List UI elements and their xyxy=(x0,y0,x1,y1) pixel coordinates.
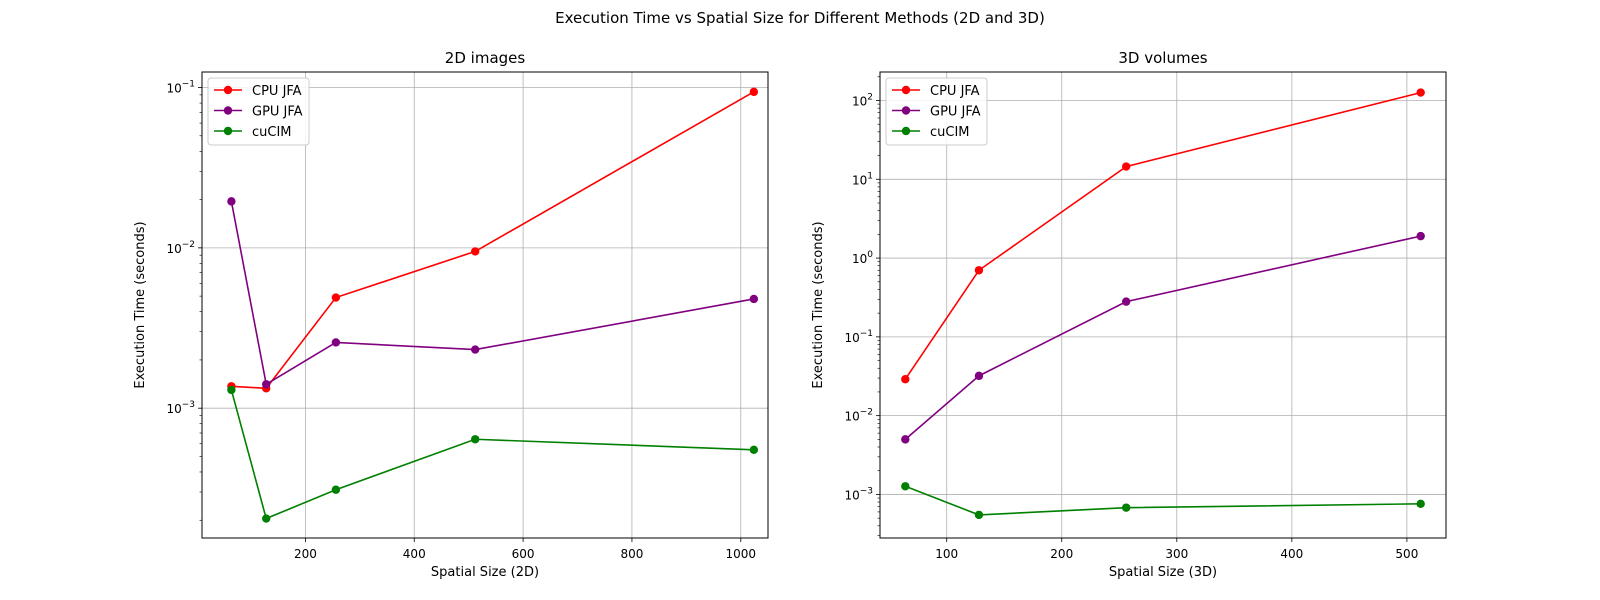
x-tick-label: 1000 xyxy=(726,547,757,561)
legend-label: cuCIM xyxy=(252,125,292,140)
legend-label: GPU JFA xyxy=(252,105,303,120)
legend-label: GPU JFA xyxy=(930,105,981,120)
y-tick-label: 10−3 xyxy=(166,400,195,416)
data-point xyxy=(1121,503,1131,512)
legend-label: CPU JFA xyxy=(930,84,980,99)
data-point xyxy=(227,197,236,206)
data-point xyxy=(331,338,341,347)
y-tick-label: 10−1 xyxy=(844,329,873,345)
data-point xyxy=(974,371,984,381)
data-point xyxy=(227,385,236,395)
data-point xyxy=(749,445,759,455)
data-point xyxy=(471,435,480,444)
y-tick-label: 10−3 xyxy=(844,486,873,502)
x-tick-label: 300 xyxy=(1165,547,1188,561)
legend-box xyxy=(207,77,310,146)
y-axis-label: Execution Time (seconds) xyxy=(133,221,148,388)
x-tick-label: 400 xyxy=(403,547,426,561)
x-axis-label: Spatial Size (3D) xyxy=(1109,565,1217,580)
legend-label: cuCIM xyxy=(930,125,970,140)
data-point xyxy=(749,87,759,97)
data-point xyxy=(331,485,341,494)
data-point xyxy=(1121,297,1131,306)
legend-marker xyxy=(223,126,233,136)
legend-label: CPU JFA xyxy=(252,84,302,99)
figure-title: Execution Time vs Spatial Size for Diffe… xyxy=(555,9,1045,27)
data-point xyxy=(901,435,910,444)
series-line xyxy=(904,91,1421,380)
data-point xyxy=(901,375,910,384)
series-line xyxy=(230,389,754,520)
y-tick-label: 10−1 xyxy=(166,80,195,96)
series-cucim xyxy=(901,482,1425,520)
y-tick-label: 10−2 xyxy=(166,240,195,256)
x-tick-label: 400 xyxy=(1280,547,1303,561)
data-point xyxy=(749,294,759,304)
x-tick-label: 200 xyxy=(294,547,317,561)
legend-marker xyxy=(901,85,911,95)
data-point xyxy=(974,510,984,520)
series-gpu-jfa xyxy=(227,197,759,389)
y-axis-label: Execution Time (seconds) xyxy=(811,221,826,388)
legend-marker xyxy=(223,85,233,95)
y-tick-label: 100 xyxy=(852,250,873,266)
data-point xyxy=(262,514,271,523)
plot-panel-2: 100 200 300 400 500 10−3 10−2 10−1 100 101 102 3D v… xyxy=(811,49,1447,580)
y-tick-label: 101 xyxy=(852,171,873,187)
axes-frame xyxy=(879,71,1447,539)
series-line xyxy=(904,235,1421,440)
data-point xyxy=(471,247,480,256)
data-point xyxy=(331,293,341,302)
legend: CPU JFA GPU JFA cuCIM xyxy=(207,77,310,146)
legend-marker xyxy=(223,106,233,115)
axes-frame xyxy=(201,71,769,539)
series-line xyxy=(230,201,754,386)
x-tick-label: 600 xyxy=(512,547,535,561)
plot-panel-1: 200 400 600 800 1000 10−3 10−2 10−1 2D images Spa… xyxy=(133,49,769,580)
data-point xyxy=(1121,162,1131,171)
axes-title: 3D volumes xyxy=(1118,49,1207,67)
series-line xyxy=(231,91,755,390)
series-line xyxy=(905,485,1421,516)
legend-marker xyxy=(901,126,911,136)
x-tick-label: 200 xyxy=(1050,547,1073,561)
series-gpu-jfa xyxy=(901,231,1425,444)
axes-title: 2D images xyxy=(445,49,526,67)
series-cucim xyxy=(227,385,759,523)
data-point xyxy=(1416,88,1425,97)
legend-marker xyxy=(901,106,911,115)
y-tick-label: 10−2 xyxy=(844,408,873,424)
x-tick-label: 800 xyxy=(620,547,643,561)
data-point xyxy=(1416,499,1425,509)
data-point xyxy=(1416,231,1425,241)
x-axis-label: Spatial Size (2D) xyxy=(431,565,539,580)
y-tick-label: 102 xyxy=(852,92,873,108)
data-point xyxy=(471,345,480,354)
x-tick-label: 100 xyxy=(935,547,958,561)
legend-box xyxy=(885,77,988,146)
data-point xyxy=(901,482,910,491)
x-tick-label: 500 xyxy=(1395,547,1418,561)
series-cpu-jfa xyxy=(901,88,1425,384)
data-point xyxy=(262,380,271,389)
data-point xyxy=(974,266,984,275)
legend: CPU JFA GPU JFA cuCIM xyxy=(885,77,988,146)
